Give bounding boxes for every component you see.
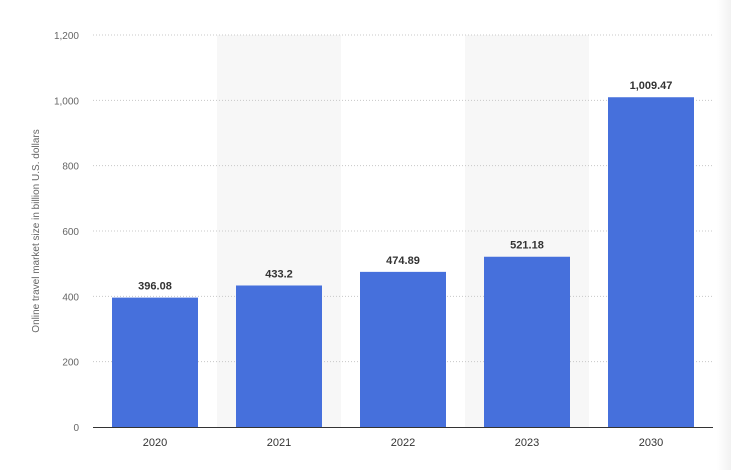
bar-2020: [112, 297, 198, 427]
y-tick-label: 400: [62, 292, 79, 303]
bar-2021: [236, 285, 322, 427]
x-axis-ticks: 2020 2021 2022 2023 2030: [143, 437, 663, 449]
data-label-2021: 433.2: [265, 268, 293, 280]
y-tick-label: 0: [73, 423, 79, 434]
x-tick-label-2020: 2020: [143, 437, 167, 449]
y-axis-ticks: 0 200 400 600 800 1,000 1,200: [54, 31, 79, 434]
bar-2023: [484, 256, 570, 427]
y-tick-label: 800: [62, 162, 79, 173]
data-label-2020: 396.08: [138, 281, 172, 293]
y-tick-label: 200: [62, 358, 79, 369]
x-tick-label-2023: 2023: [515, 437, 539, 449]
data-label-2030: 1,009.47: [630, 80, 673, 92]
y-tick-label: 600: [62, 227, 79, 238]
y-tick-label: 1,200: [54, 31, 79, 42]
y-tick-label: 1,000: [54, 96, 79, 107]
x-tick-label-2030: 2030: [639, 437, 663, 449]
data-label-2023: 521.18: [510, 240, 544, 252]
x-tick-label-2021: 2021: [267, 437, 291, 449]
data-labels: 396.08 433.2 474.89 521.18 1,009.47: [138, 80, 672, 292]
bar-2030: [608, 97, 694, 427]
scroll-edge-shade: [717, 0, 731, 470]
x-tick-label-2022: 2022: [391, 437, 415, 449]
data-label-2022: 474.89: [386, 255, 420, 267]
bars: [112, 97, 694, 427]
y-axis-title: Online travel market size in billion U.S…: [31, 129, 42, 332]
bar-2022: [360, 271, 446, 427]
